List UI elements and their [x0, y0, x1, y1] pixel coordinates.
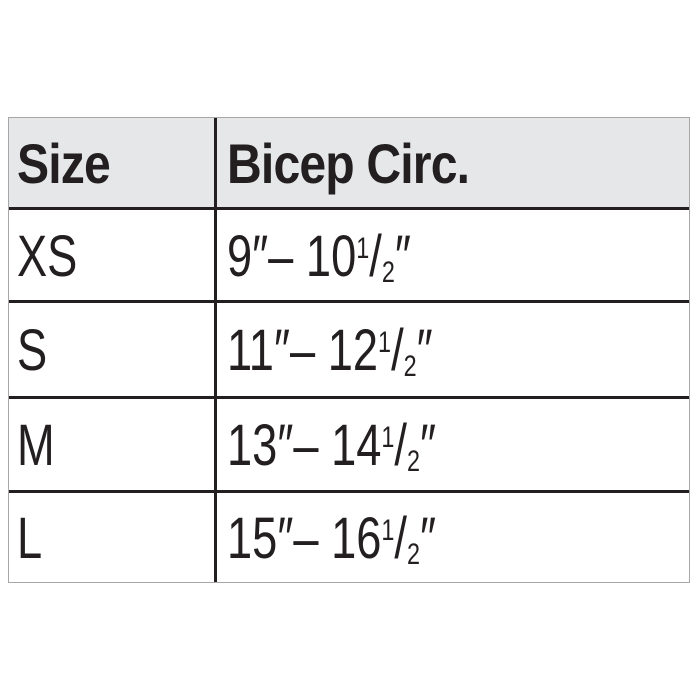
- header-size: Size: [17, 118, 125, 208]
- table-row: XS 9″– 101/2″: [9, 210, 689, 302]
- size-cell: L: [17, 505, 43, 571]
- row-divider: [9, 300, 689, 303]
- table-row: S 11″– 121/2″: [9, 303, 689, 397]
- range-cell: 13″– 141/2″: [227, 412, 437, 478]
- range-cell: 11″– 121/2″: [227, 317, 433, 383]
- row-divider: [9, 396, 689, 399]
- row-divider: [9, 490, 689, 493]
- size-cell: XS: [17, 223, 78, 289]
- row-divider: [9, 207, 689, 210]
- size-chart-table: Size Bicep Circ. XS 9″– 101/2″ S 11″– 12…: [8, 117, 690, 583]
- range-cell: 15″– 161/2″: [227, 505, 437, 571]
- size-cell: S: [17, 317, 48, 383]
- header-bicep-circ: Bicep Circ.: [227, 118, 509, 208]
- size-cell: M: [17, 412, 55, 478]
- column-divider: [214, 118, 217, 582]
- header-bicep-label: Bicep Circ.: [227, 131, 470, 195]
- table-row: M 13″– 141/2″: [9, 399, 689, 491]
- header-row: Size Bicep Circ.: [9, 118, 689, 208]
- header-size-label: Size: [17, 131, 111, 195]
- table-row: L 15″– 161/2″: [9, 493, 689, 583]
- range-cell: 9″– 101/2″: [227, 223, 411, 289]
